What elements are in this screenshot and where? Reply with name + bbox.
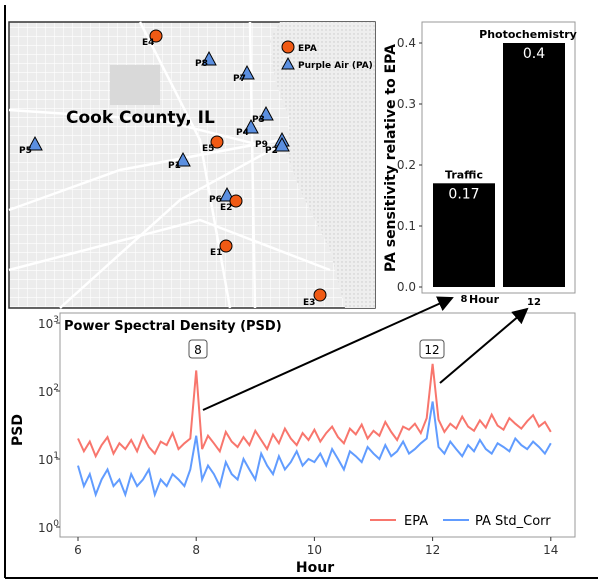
station-label: P2: [265, 146, 278, 156]
psd-x-tick-label: 10: [307, 543, 322, 557]
station-label: P6: [209, 195, 222, 205]
epa-station-marker: [313, 288, 327, 302]
bar-y-tick-label: 0.1: [397, 219, 416, 233]
map-roads: [8, 21, 331, 309]
station-label: E2: [220, 203, 232, 213]
arrow-12: [439, 307, 529, 384]
station-label: P4: [236, 128, 249, 138]
pa-station-marker: [201, 50, 217, 66]
bar-y-tick-label: 0.2: [397, 158, 416, 172]
bar-y-tick-label: 0.0: [397, 280, 416, 294]
station-label: E5: [202, 144, 214, 154]
station-label: P9: [255, 140, 268, 150]
bar-y-tick-label: 0.4: [397, 36, 416, 50]
station-label: P1: [168, 161, 181, 171]
psd-x-tick-label: 6: [74, 543, 82, 557]
bar: [503, 43, 565, 287]
psd-y-tick-label: 102: [38, 383, 59, 399]
map-panel: Cook County, IL EPA Purple Air (PA) E4 P8…: [8, 21, 376, 309]
pa-station-marker: [239, 64, 255, 80]
psd-title: Power Spectral Density (PSD): [64, 319, 282, 334]
lake-michigan: [270, 22, 375, 308]
legend-epa-label: EPA: [298, 44, 317, 54]
psd-x-tick-label: 12: [425, 543, 440, 557]
psd-x-tick-label: 14: [543, 543, 558, 557]
station-label: P8: [195, 59, 208, 69]
psd-x-label: Hour: [296, 560, 334, 576]
station-label: P3: [252, 115, 265, 125]
bar-chart: 0.0 0.1 0.2 0.3 0.4 0.17 Traffic 8 0.4 Photochemi…: [383, 21, 577, 308]
psd-series-line: [77, 401, 552, 498]
peak-label: 8: [194, 343, 202, 357]
airport-area: [110, 65, 160, 105]
bar-y-tick-label: 0.3: [397, 97, 416, 111]
peak-label-box: [419, 339, 445, 359]
bar-annotation: Traffic: [445, 168, 483, 181]
pa-station-marker: [243, 118, 259, 134]
station-label: E4: [142, 38, 154, 48]
station-label: P5: [19, 146, 32, 156]
bar-x-tick-label: 12: [527, 297, 541, 308]
peak-label: 12: [424, 343, 439, 357]
station-label: E3: [303, 298, 315, 308]
arrow-8: [202, 296, 454, 411]
legend-pa-label: Purple Air (PA): [298, 61, 373, 71]
legend-pa-icon: [281, 56, 295, 70]
epa-station-marker: [219, 239, 233, 253]
station-label: P7: [233, 74, 246, 84]
bar-x-tick-label: 8: [461, 294, 468, 305]
pa-station-marker: [274, 136, 290, 152]
bar-annotation: Photochemistry: [479, 28, 577, 41]
legend-epa-icon: [281, 40, 295, 54]
epa-station-marker: [149, 29, 163, 43]
epa-station-marker: [229, 194, 243, 208]
peak-label-box: [188, 339, 208, 359]
bar-value-label: 0.4: [523, 46, 545, 62]
psd-x-tick-label: 8: [192, 543, 200, 557]
psd-y-tick-label: 103: [38, 315, 59, 331]
legend-pa-text: PA Std_Corr: [475, 514, 551, 529]
pa-station-marker: [27, 135, 43, 151]
psd-chart: Power Spectral Density (PSD) 6 8 10 12 14 100…: [10, 312, 576, 576]
bar-value-label: 0.17: [448, 186, 479, 202]
station-label: E1: [210, 248, 222, 258]
bar: [433, 183, 495, 287]
legend-epa-text: EPA: [404, 514, 428, 529]
bar-x-label: Hour: [469, 293, 500, 306]
map-title: Cook County, IL: [66, 108, 215, 128]
pa-station-marker: [258, 105, 274, 121]
pa-station-marker: [175, 151, 191, 167]
psd-y-tick-label: 101: [38, 451, 59, 467]
psd-y-tick-label: 100: [38, 519, 59, 535]
psd-series-line: [77, 363, 552, 459]
bar-y-label: PA sensitivity relative to EPA: [383, 44, 399, 272]
epa-station-marker: [210, 135, 224, 149]
psd-y-label: PSD: [10, 414, 26, 446]
